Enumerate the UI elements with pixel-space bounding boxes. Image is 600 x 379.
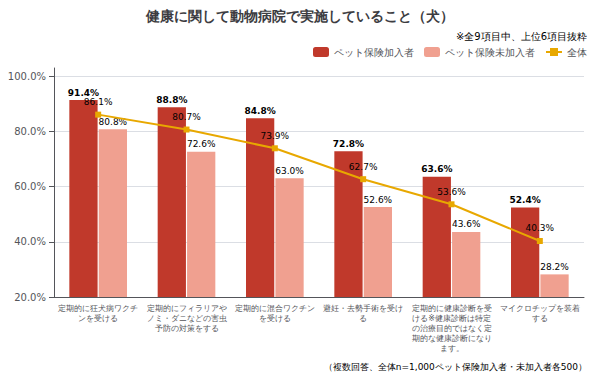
svg-text:マイクロチップを装着: マイクロチップを装着 [500,304,580,313]
svg-text:する: する [532,314,548,323]
svg-text:を受ける: を受ける [259,314,291,323]
svg-text:の治療目的ではなく定: の治療目的ではなく定 [412,324,492,333]
svg-text:※全9項目中、上位6項目抜粋: ※全9項目中、上位6項目抜粋 [456,31,587,42]
svg-text:86.1%: 86.1% [84,97,113,107]
svg-text:定期的に混合ワクチン: 定期的に混合ワクチン [235,304,315,313]
svg-text:100.0%: 100.0% [8,71,46,82]
svg-text:定期的に狂犬病ワクチ: 定期的に狂犬病ワクチ [58,304,138,313]
svg-text:80.0%: 80.0% [14,126,46,137]
svg-text:（複数回答、全体n=1,000ペット保険加入者・未加入者各5: （複数回答、全体n=1,000ペット保険加入者・未加入者各500） [324,362,587,372]
svg-text:60.0%: 60.0% [14,181,46,192]
svg-text:91.4%: 91.4% [68,88,99,98]
svg-text:72.6%: 72.6% [187,139,216,149]
svg-text:ンを受ける: ンを受ける [78,314,118,323]
svg-text:52.6%: 52.6% [364,195,393,205]
svg-text:ペット保険未加入者: ペット保険未加入者 [445,47,535,58]
svg-text:定期的にフィラリアや: 定期的にフィラリアや [147,304,227,313]
svg-text:63.6%: 63.6% [421,164,452,174]
svg-text:ノミ・ダニなどの害虫: ノミ・ダニなどの害虫 [147,314,227,323]
svg-text:全体: 全体 [567,47,587,58]
svg-text:62.7%: 62.7% [349,162,378,172]
svg-text:73.9%: 73.9% [261,131,290,141]
svg-text:避妊・去勢手術を受け: 避妊・去勢手術を受け [323,304,403,313]
svg-text:ペット保険加入者: ペット保険加入者 [334,47,414,58]
svg-text:53.6%: 53.6% [437,187,466,197]
svg-text:健康に関して動物病院で実施していること（犬）: 健康に関して動物病院で実施していること（犬） [145,8,454,24]
svg-text:88.8%: 88.8% [156,95,187,105]
svg-text:28.2%: 28.2% [540,262,569,272]
svg-text:72.8%: 72.8% [333,139,364,149]
svg-text:40.3%: 40.3% [526,223,555,233]
svg-text:ます。: ます。 [440,344,464,353]
svg-text:予防の対策をする: 予防の対策をする [155,324,219,333]
svg-text:80.8%: 80.8% [98,116,128,127]
svg-text:40.0%: 40.0% [14,236,46,247]
svg-text:63.0%: 63.0% [275,166,304,176]
svg-text:期的な健康診断になり: 期的な健康診断になり [412,334,492,343]
svg-text:定期的に健康診断を受: 定期的に健康診断を受 [412,304,492,313]
svg-text:80.7%: 80.7% [172,112,201,122]
svg-text:る: る [359,314,367,323]
svg-text:43.6%: 43.6% [452,219,481,229]
svg-text:20.0%: 20.0% [14,292,46,303]
svg-text:ける※健康診断は特定: ける※健康診断は特定 [412,314,491,323]
svg-text:52.4%: 52.4% [510,195,541,205]
svg-text:84.8%: 84.8% [245,106,276,116]
